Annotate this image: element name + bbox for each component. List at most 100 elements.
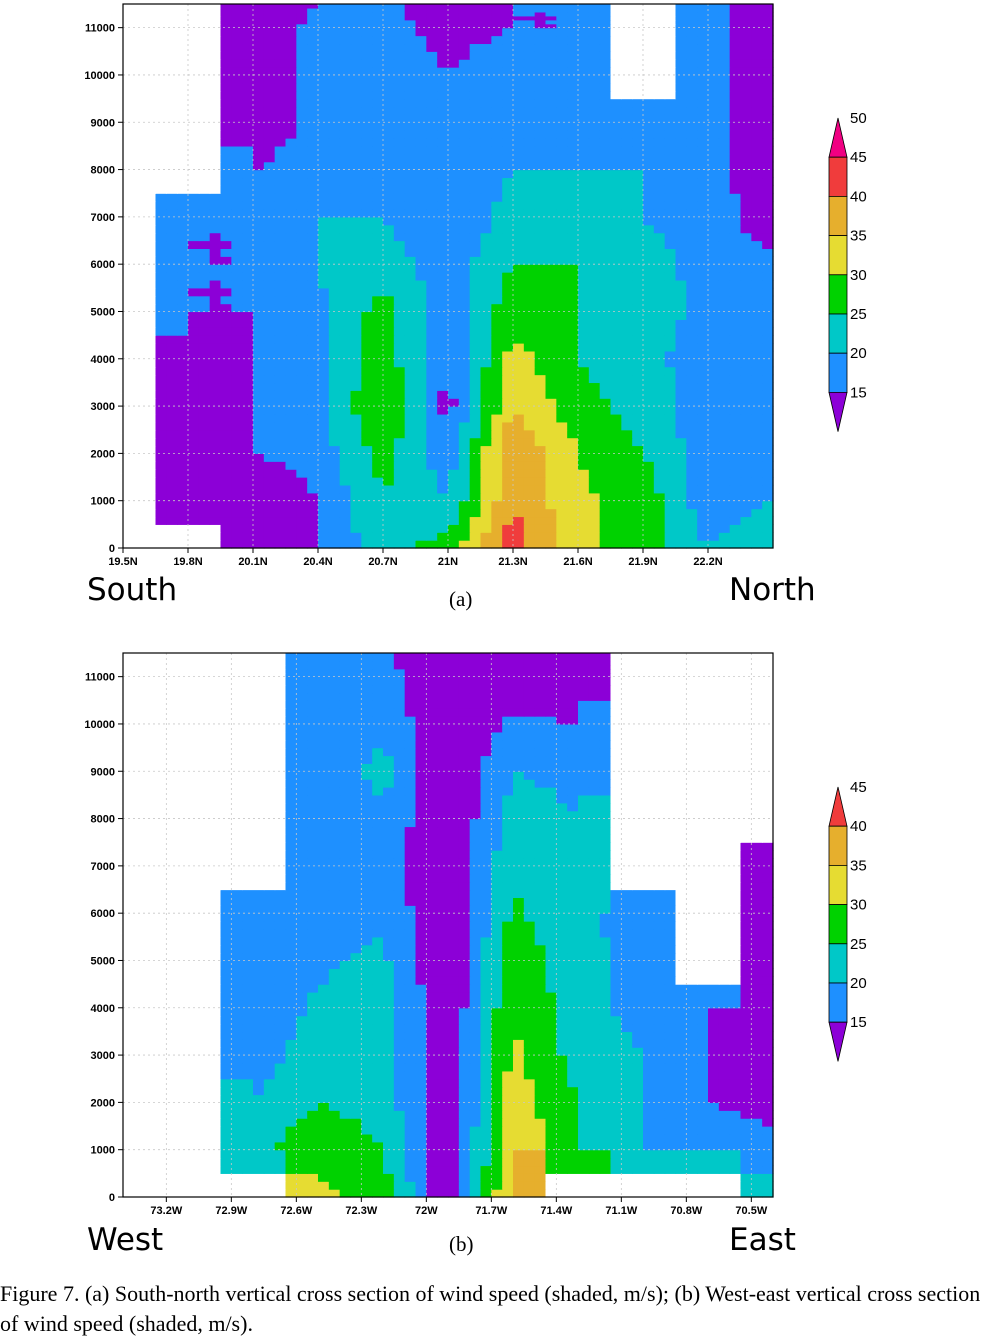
- field-cell: [296, 540, 307, 548]
- field-cell: [719, 422, 730, 430]
- field-cell: [437, 83, 448, 91]
- field-cell: [199, 1102, 210, 1110]
- field-cell: [231, 256, 242, 264]
- field-cell: [578, 1181, 589, 1189]
- field-cell: [394, 414, 405, 422]
- field-cell: [253, 67, 264, 75]
- field-cell: [741, 248, 752, 256]
- field-cell: [372, 1126, 383, 1134]
- field-cell: [242, 99, 253, 107]
- field-cell: [416, 1158, 427, 1166]
- field-cell: [166, 367, 177, 375]
- field-cell: [123, 170, 134, 178]
- field-cell: [405, 4, 416, 9]
- field-cell: [296, 1165, 307, 1173]
- field-cell: [123, 83, 134, 91]
- field-cell: [556, 170, 567, 178]
- field-cell: [546, 193, 557, 201]
- field-cell: [286, 241, 297, 249]
- field-cell: [567, 36, 578, 44]
- field-cell: [600, 170, 611, 178]
- x-tick-label: 21.6N: [563, 556, 592, 568]
- field-cell: [166, 1150, 177, 1158]
- field-cell: [307, 1165, 318, 1173]
- field-cell: [751, 256, 762, 264]
- field-cell: [416, 390, 427, 398]
- field-cell: [437, 304, 448, 312]
- field-cell: [286, 20, 297, 25]
- field-cell: [676, 138, 687, 146]
- field-cell: [372, 201, 383, 209]
- field-cell: [416, 154, 427, 162]
- field-cell: [502, 493, 513, 501]
- field-cell: [719, 43, 730, 51]
- field-cell: [372, 193, 383, 201]
- field-cell: [416, 248, 427, 256]
- field-cell: [686, 1189, 697, 1197]
- field-cell: [264, 264, 275, 272]
- field-cell: [676, 509, 687, 517]
- field-cell: [567, 1165, 578, 1173]
- field-cell: [459, 461, 470, 469]
- field-cell: [383, 311, 394, 319]
- field-cell: [351, 390, 362, 398]
- field-cell: [708, 51, 719, 59]
- field-cell: [448, 8, 459, 13]
- field-cell: [719, 446, 730, 454]
- field-cell: [621, 241, 632, 249]
- field-cell: [156, 367, 167, 375]
- field-cell: [199, 36, 210, 44]
- field-cell: [481, 264, 492, 272]
- field-cell: [383, 430, 394, 438]
- field-cell: [264, 130, 275, 138]
- field-cell: [405, 146, 416, 154]
- field-cell: [654, 509, 665, 517]
- field-cell: [491, 1181, 502, 1189]
- field-cell: [372, 28, 383, 36]
- field-cell: [589, 12, 600, 17]
- field-cell: [253, 532, 264, 540]
- field-cell: [177, 241, 188, 249]
- field-cell: [156, 453, 167, 461]
- field-cell: [242, 170, 253, 178]
- field-cell: [611, 327, 622, 335]
- field-cell: [643, 67, 654, 75]
- field-cell: [589, 516, 600, 524]
- field-cell: [156, 375, 167, 383]
- field-cell: [394, 453, 405, 461]
- field-cell: [730, 264, 741, 272]
- field-cell: [600, 233, 611, 241]
- field-cell: [611, 83, 622, 91]
- field-cell: [134, 304, 145, 312]
- field-cell: [221, 91, 232, 99]
- field-cell: [134, 335, 145, 343]
- field-cell: [383, 185, 394, 193]
- field-cell: [329, 1173, 340, 1181]
- field-cell: [177, 524, 188, 532]
- field-cell: [546, 461, 557, 469]
- field-cell: [405, 422, 416, 430]
- field-cell: [199, 1150, 210, 1158]
- field-cell: [177, 83, 188, 91]
- field-cell: [730, 382, 741, 390]
- field-cell: [676, 288, 687, 296]
- field-cell: [416, 288, 427, 296]
- field-cell: [426, 75, 437, 83]
- field-cell: [730, 99, 741, 107]
- x-tick-label: 20.7N: [368, 556, 397, 568]
- field-cell: [394, 59, 405, 67]
- field-cell: [535, 509, 546, 517]
- field-cell: [318, 91, 329, 99]
- field-cell: [513, 4, 524, 9]
- field-cell: [416, 532, 427, 540]
- field-cell: [199, 4, 210, 9]
- field-cell: [751, 351, 762, 359]
- field-cell: [177, 1158, 188, 1166]
- field-cell: [751, 319, 762, 327]
- field-cell: [654, 4, 665, 9]
- field-cell: [123, 485, 134, 493]
- field-cell: [513, 122, 524, 130]
- field-cell: [621, 146, 632, 154]
- field-cell: [156, 217, 167, 225]
- field-cell: [643, 1189, 654, 1197]
